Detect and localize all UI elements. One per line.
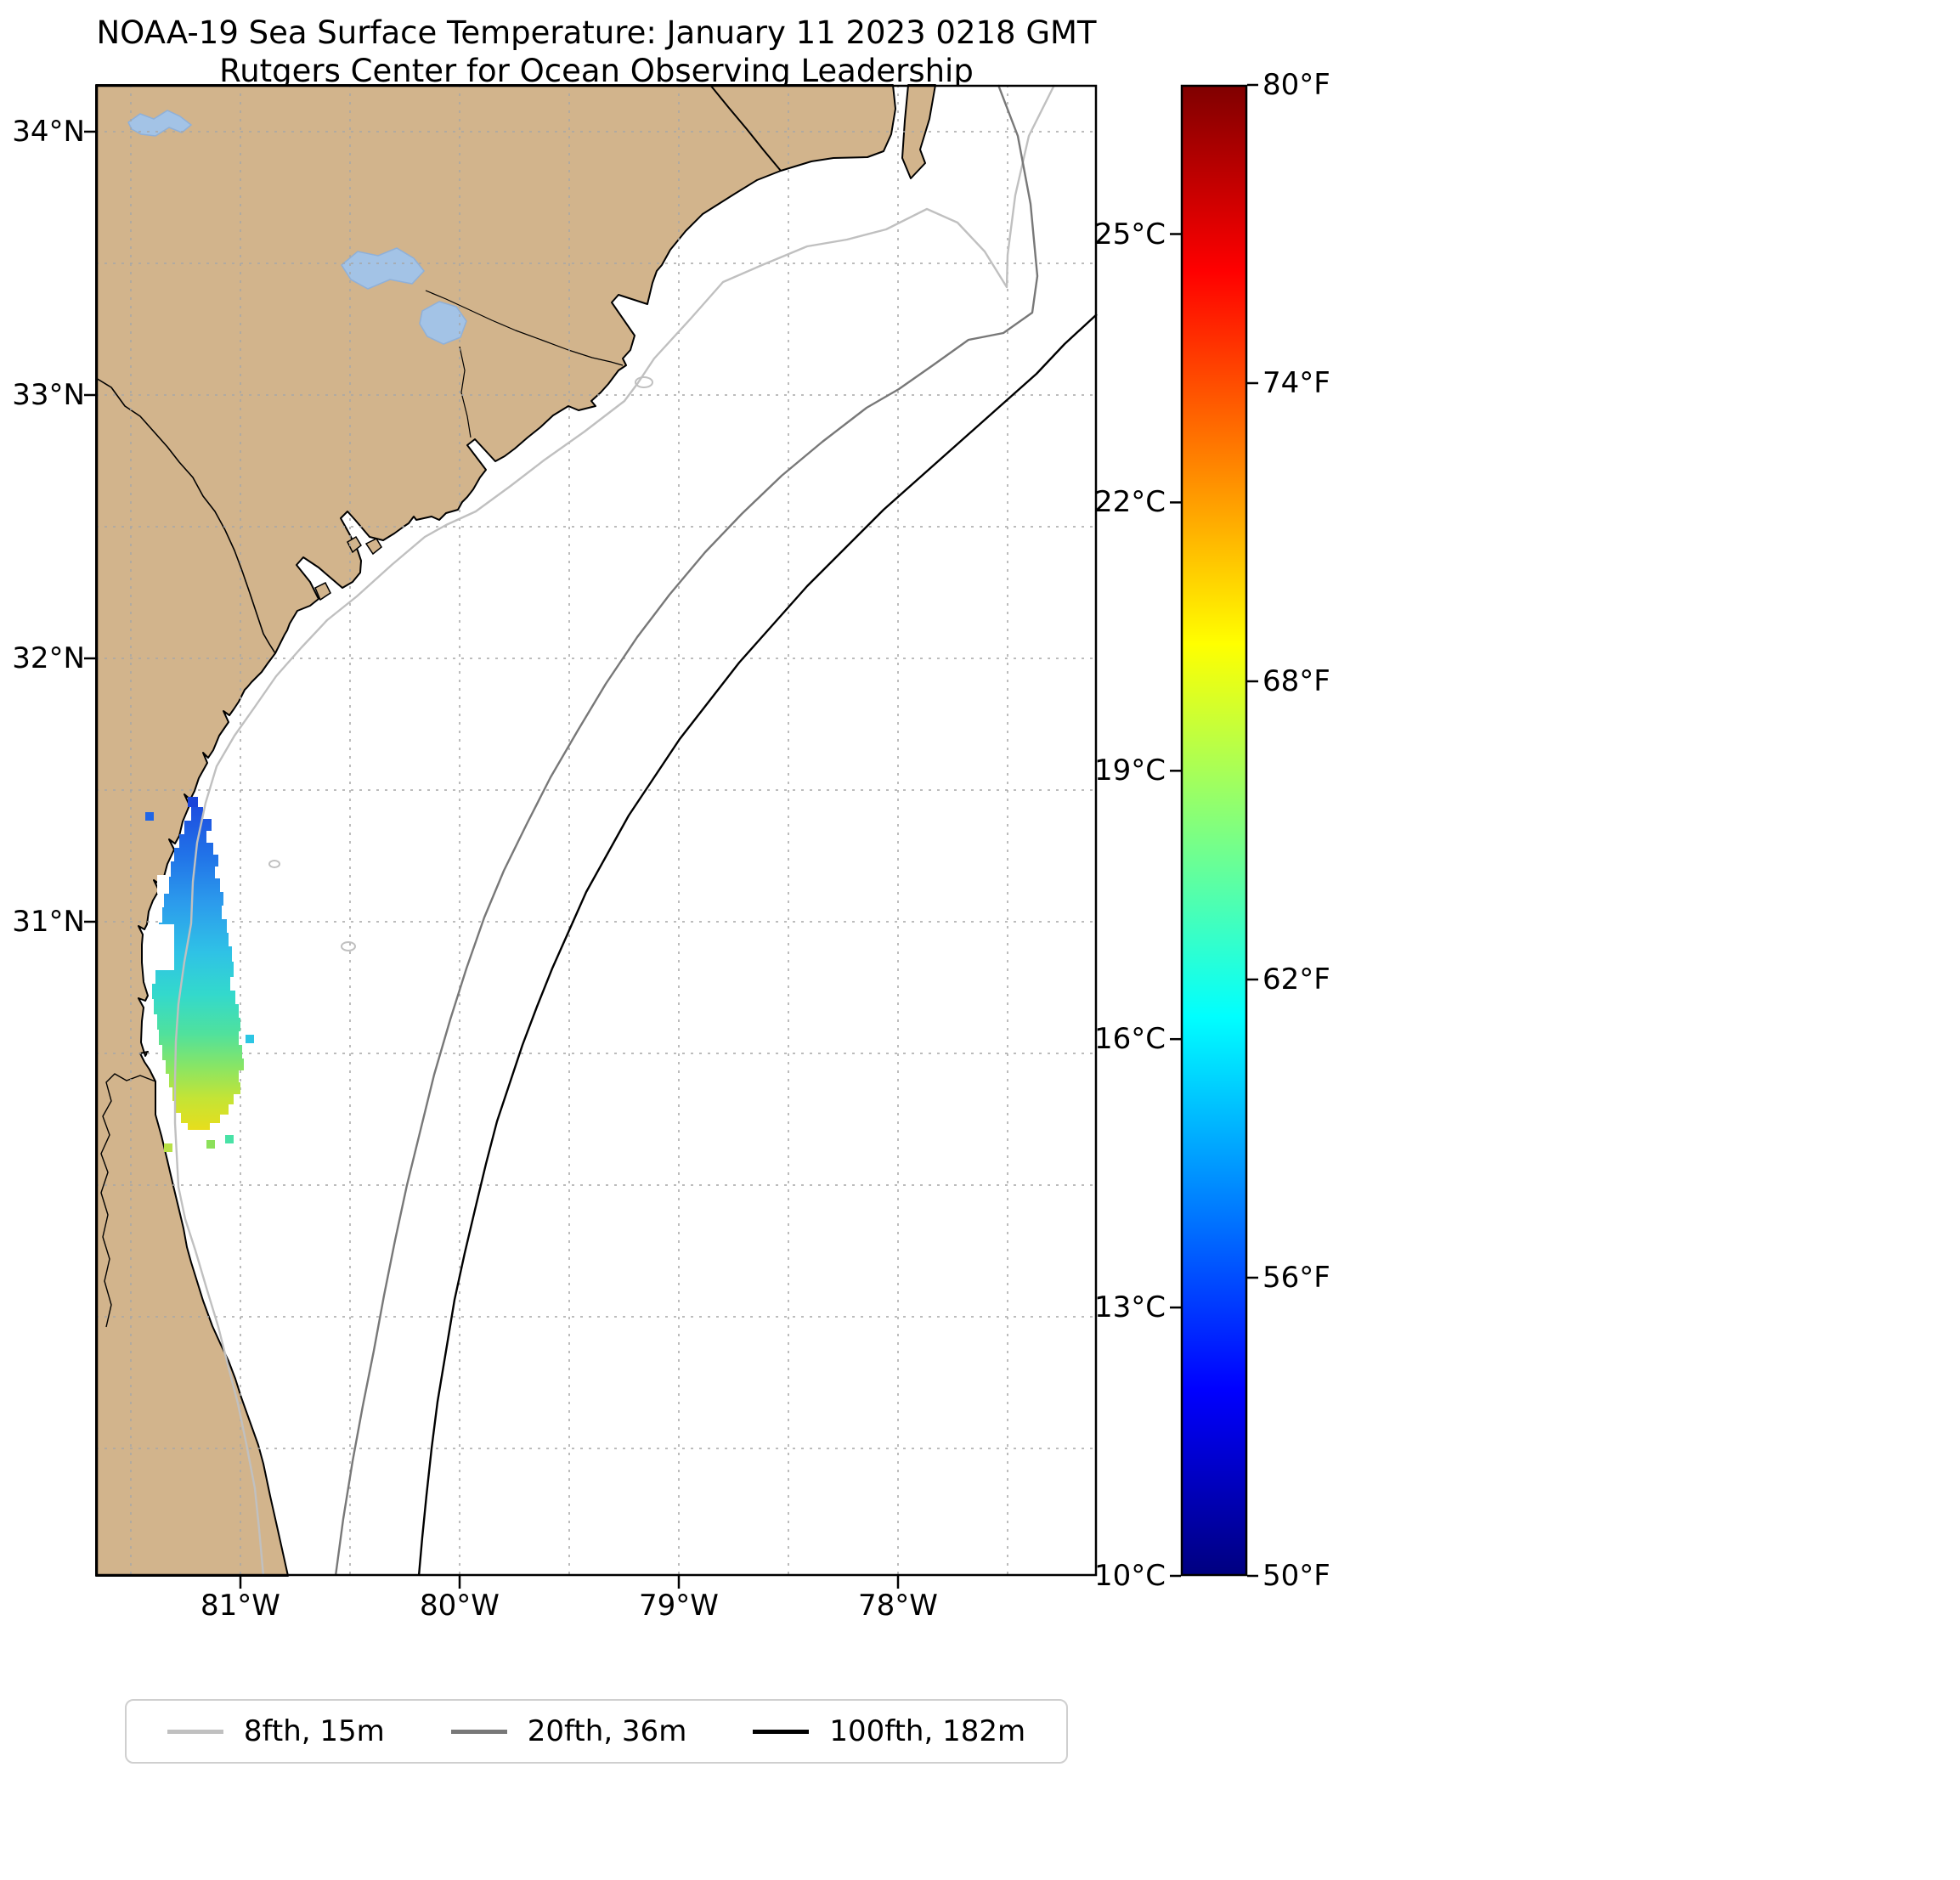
- cbar-f-label-50: 50°F: [1262, 1559, 1330, 1593]
- land-polygon: [95, 84, 896, 1577]
- colorbar-ticks-celsius: [1170, 233, 1181, 1578]
- legend-item-100fth: 100fth, 182m: [753, 1714, 1025, 1748]
- colorbar-frame: [1180, 84, 1248, 1577]
- cape-fear-island: [901, 84, 936, 179]
- lon-tick-label-80w: 80°W: [420, 1589, 500, 1623]
- state-border-line: [709, 84, 782, 172]
- cbar-c-label-19: 19°C: [1093, 754, 1166, 788]
- contour-20fth-36m: [334, 84, 1039, 1577]
- lon-tick-label-81w: 81°W: [201, 1589, 280, 1623]
- lakes: [127, 110, 467, 345]
- lat-tick-label-31n: 31°N: [12, 905, 85, 939]
- shoal-loops: [268, 376, 653, 951]
- santee-river: [425, 290, 624, 366]
- legend-label-8fth: 8fth, 15m: [243, 1714, 385, 1748]
- legend-item-8fth: 8fth, 15m: [167, 1714, 385, 1748]
- lat-tick-label-34n: 34°N: [12, 115, 85, 149]
- contour-8fth-15m: [173, 84, 1056, 1577]
- lon-tick-label-78w: 78°W: [858, 1589, 938, 1623]
- legend-box: 8fth, 15m 20fth, 36m 100fth, 182m: [124, 1699, 1069, 1764]
- contour-100fth-182m: [417, 313, 1098, 1577]
- cooper-river: [459, 346, 472, 438]
- cbar-c-label-13: 13°C: [1093, 1290, 1166, 1324]
- legend-line-100fth-icon: [753, 1729, 810, 1734]
- cbar-f-label-74: 74°F: [1262, 366, 1330, 400]
- lake-murray: [127, 110, 193, 137]
- contour-legend: 8fth, 15m 20fth, 36m 100fth, 182m: [96, 1699, 1097, 1764]
- legend-item-20fth: 20fth, 36m: [450, 1714, 687, 1748]
- legend-line-8fth-icon: [167, 1729, 223, 1734]
- cbar-f-label-56: 56°F: [1262, 1261, 1330, 1295]
- lake-moultrie: [419, 301, 467, 345]
- sea-islands: [314, 535, 382, 601]
- axis-ticks: [84, 130, 900, 1589]
- lat-tick-label-32n: 32°N: [12, 641, 85, 675]
- cbar-f-label-62: 62°F: [1262, 963, 1330, 996]
- cbar-f-label-80: 80°F: [1262, 68, 1330, 102]
- cbar-c-label-25: 25°C: [1093, 217, 1166, 251]
- cbar-c-label-10: 10°C: [1093, 1559, 1166, 1593]
- cbar-c-label-22: 22°C: [1093, 485, 1166, 519]
- legend-label-20fth: 20fth, 36m: [527, 1714, 687, 1748]
- lon-tick-label-79w: 79°W: [639, 1589, 719, 1623]
- legend-line-20fth-icon: [450, 1729, 507, 1734]
- figure-title: NOAA-19 Sea Surface Temperature: January…: [96, 14, 1097, 51]
- lake-marion: [341, 247, 425, 290]
- cbar-c-label-16: 16°C: [1093, 1022, 1166, 1056]
- colorbar-gradient: [1181, 85, 1247, 1576]
- cbar-f-label-68: 68°F: [1262, 664, 1330, 698]
- rivers: [95, 290, 624, 1328]
- map-frame: [95, 84, 1098, 1577]
- savannah-river: [95, 377, 276, 654]
- st-johns-river: [100, 1073, 156, 1328]
- map-grid: [96, 85, 1097, 1576]
- lat-tick-label-33n: 33°N: [12, 378, 85, 412]
- temperature-colorbar: [1170, 83, 1258, 1578]
- sst-map: [84, 84, 1098, 1589]
- colorbar-ticks-fahrenheit: [1247, 83, 1258, 1578]
- figure-subtitle: Rutgers Center for Ocean Observing Leade…: [219, 53, 974, 89]
- legend-label-100fth: 100fth, 182m: [829, 1714, 1026, 1748]
